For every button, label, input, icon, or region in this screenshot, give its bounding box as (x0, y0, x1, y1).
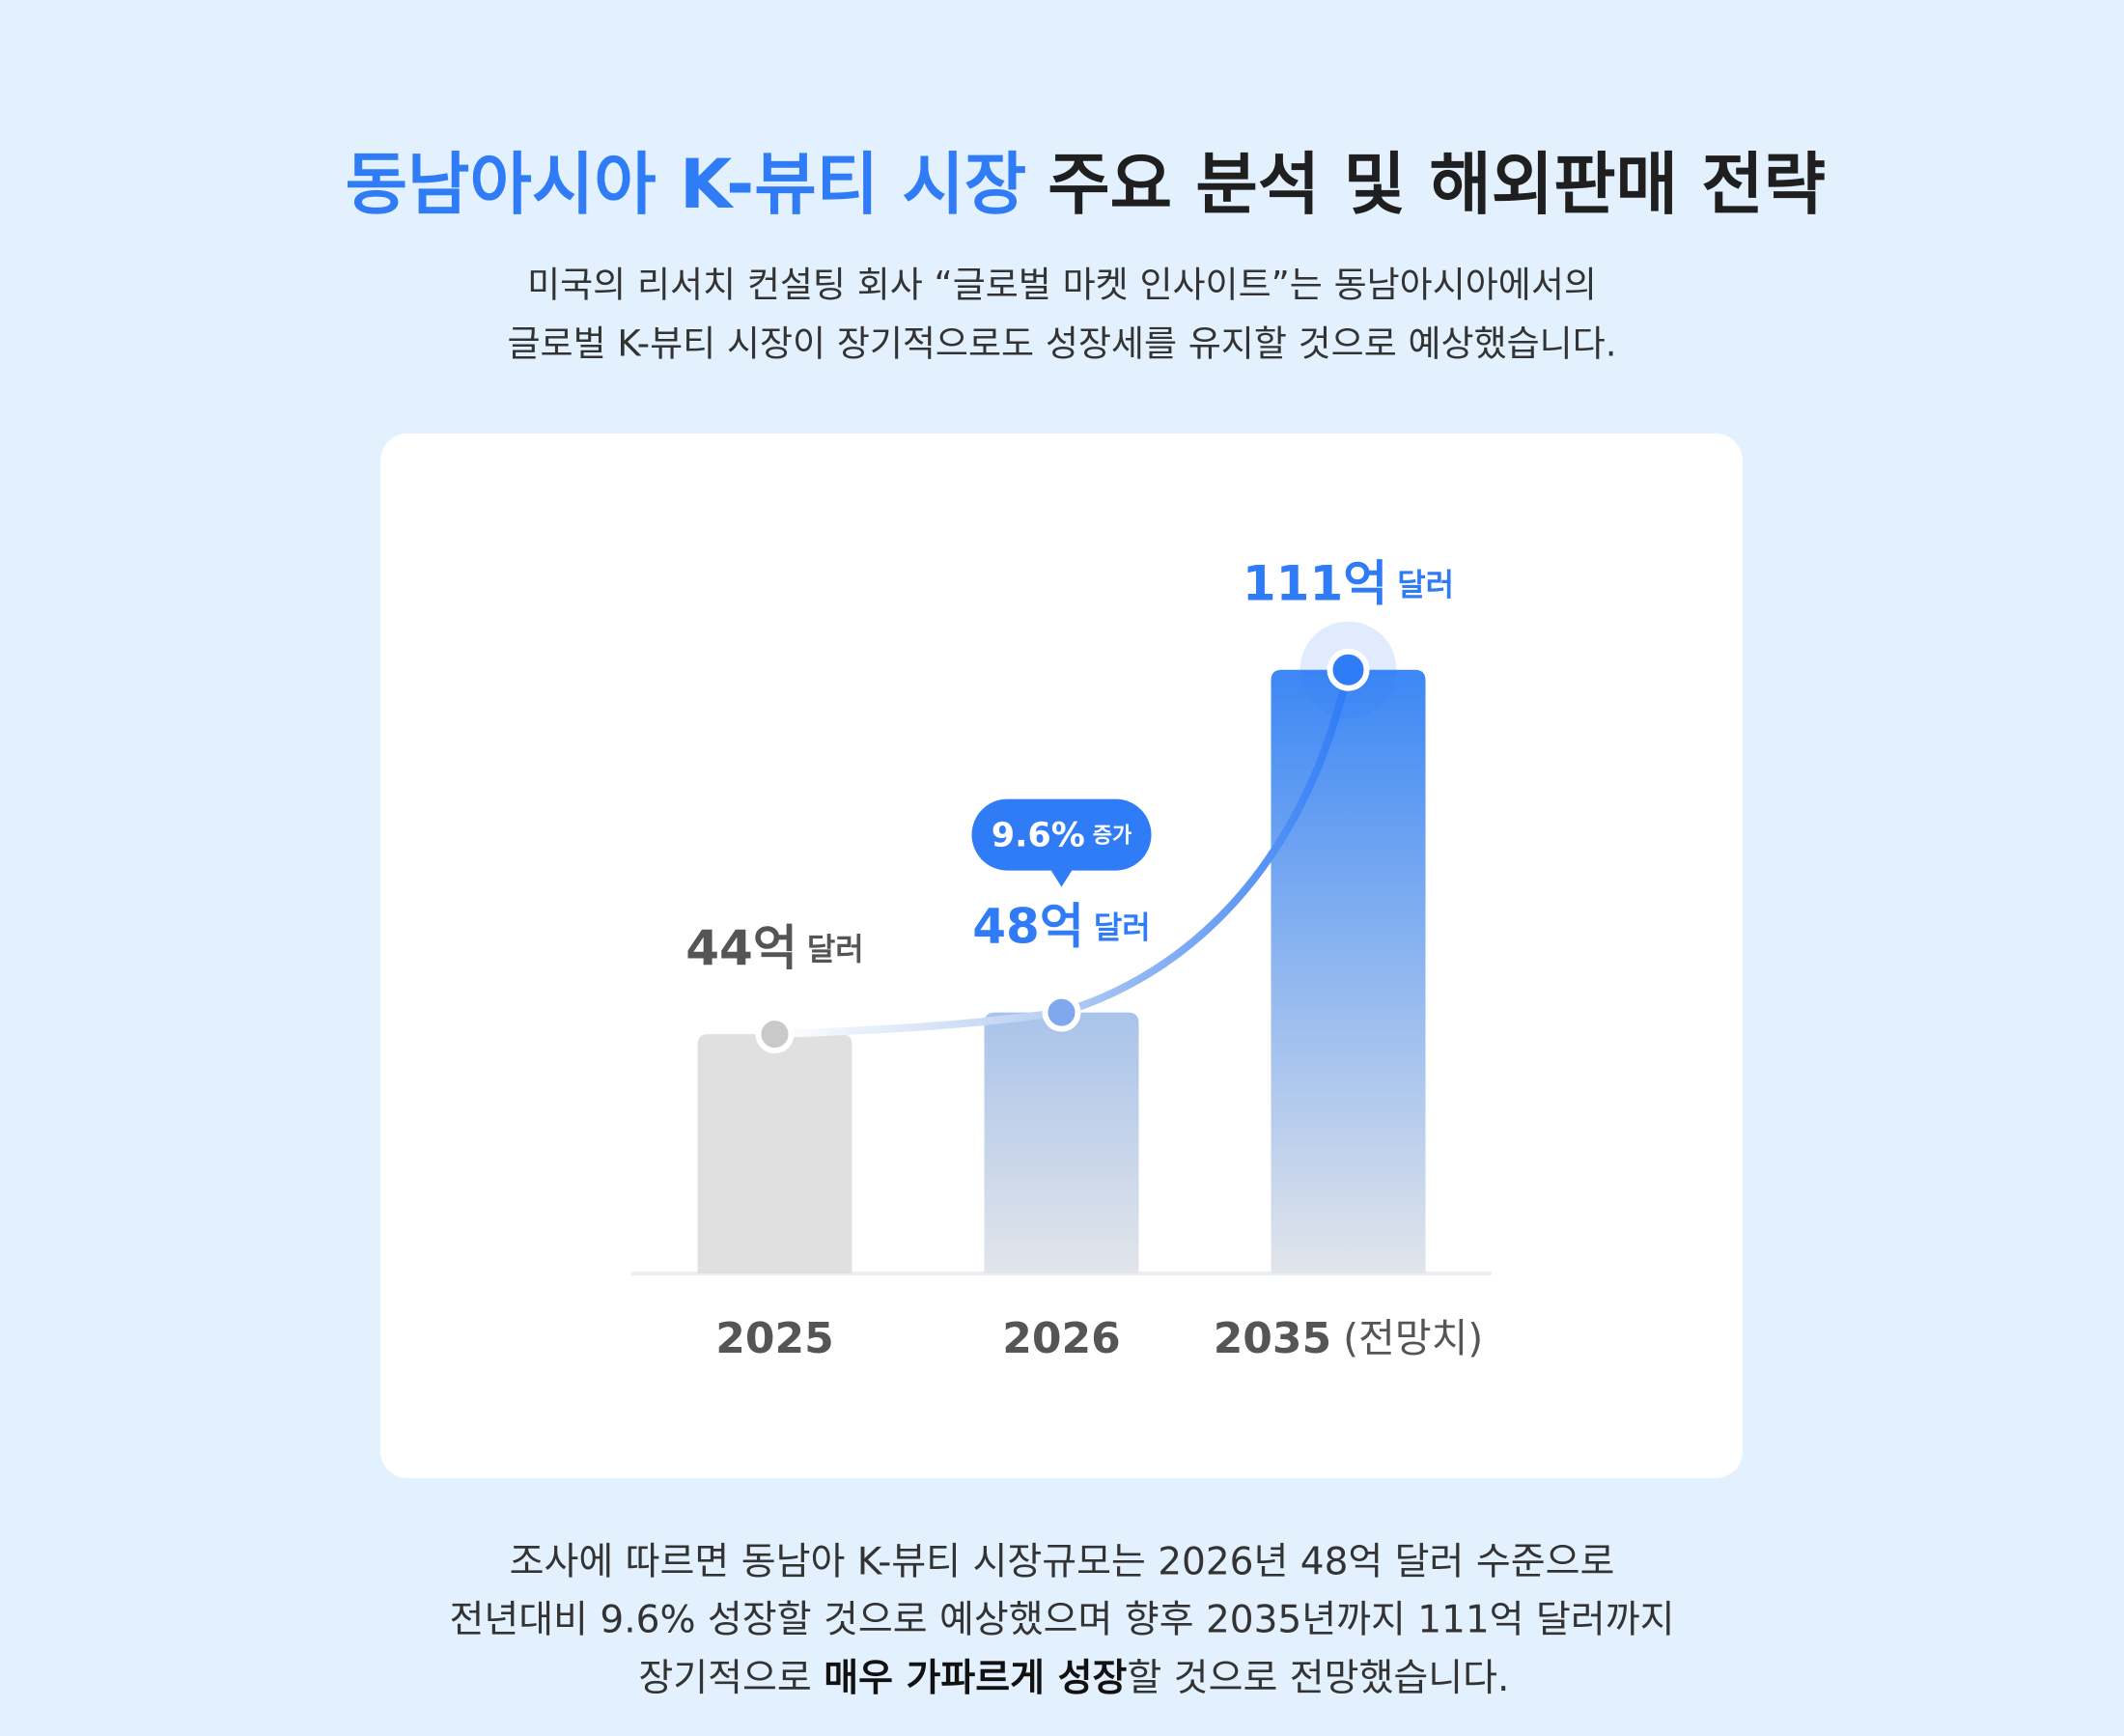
x-tick-label: 2025 (715, 1314, 833, 1363)
point (755, 1015, 795, 1054)
category-note: (전망치) (1343, 1315, 1483, 1361)
value-number: 48억 (972, 898, 1084, 954)
footer-text: 할 것으로 전망했습니다. (1127, 1657, 1509, 1700)
subtitle: 글로벌 K-뷰티 시장이 장기적으로도 성장세를 유지할 것으로 예상했습니다. (507, 323, 1616, 365)
value-unit: 달러 (1397, 567, 1454, 603)
footer-line: 조사에 따르면 동남아 K-뷰티 시장규모는 2026년 48억 달러 수준으로 (510, 1541, 1615, 1584)
footer-line: 장기적으로 매우 가파르게 성장할 것으로 전망했습니다. (578, 1657, 1545, 1700)
badge-note: 증가 (1093, 825, 1132, 849)
subtitle: 미국의 리서치 컨설팅 회사 “글로벌 마켓 인사이트”는 동남아시아에서의 (527, 265, 1597, 306)
value-label: 48억 달러 (972, 898, 1150, 954)
bar (697, 1034, 852, 1274)
title-highlight: 동남아시아 K-뷰티 시장 (346, 145, 1027, 224)
value-unit: 달러 (807, 931, 864, 967)
value-number: 44억 (685, 920, 797, 976)
footer-emphasis: 매우 가파르게 성장 (824, 1657, 1127, 1700)
value-number: 111억 (1243, 555, 1387, 611)
x-tick-label: 2035 (전망치) (1214, 1314, 1484, 1363)
category: 2025 (715, 1314, 833, 1363)
badge-tail (1049, 868, 1074, 887)
badge-text: 9.6% 증가 (992, 817, 1132, 855)
category: 2026 (1002, 1314, 1120, 1363)
trend-line (770, 665, 1353, 1039)
bar (1271, 669, 1426, 1274)
value-unit: 달러 (1094, 910, 1151, 946)
category: 2035 (1214, 1314, 1331, 1363)
title-rest: 주요 분석 및 해외판매 전략 (1048, 145, 1826, 224)
footer-line: 전년대비 9.6% 성장할 것으로 예상했으며 향후 2035년까지 111억 … (450, 1599, 1675, 1642)
badge-value: 9.6% (992, 817, 1085, 855)
point (1042, 993, 1081, 1032)
point (1327, 648, 1370, 691)
footer-text: 장기적으로 (638, 1657, 824, 1700)
title: 동남아시아 K-뷰티 시장 주요 분석 및 해외판매 전략 (228, 145, 1896, 224)
badge (971, 798, 1152, 871)
value-label: 111억 달러 (1243, 555, 1454, 611)
bar (984, 1012, 1139, 1274)
x-tick-label: 2026 (1002, 1314, 1120, 1363)
value-label: 44억 달러 (685, 920, 863, 976)
